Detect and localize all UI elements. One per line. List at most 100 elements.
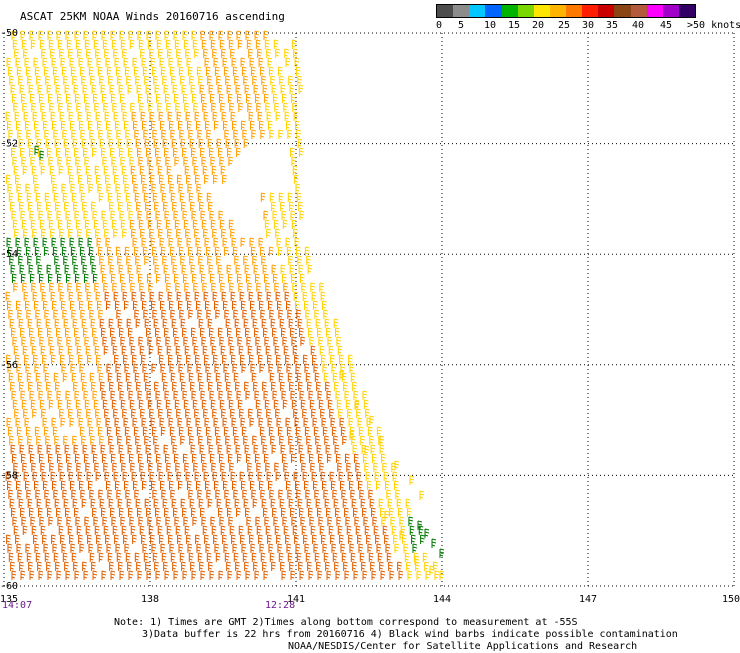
wind-barb — [251, 129, 256, 139]
wind-barb — [150, 534, 155, 544]
wind-barb — [276, 534, 281, 544]
wind-barb — [192, 399, 198, 409]
wind-barb — [429, 565, 435, 575]
wind-barb — [181, 84, 187, 94]
wind-barb — [247, 462, 252, 472]
wind-barb — [278, 309, 283, 319]
wind-barb — [113, 48, 118, 58]
wind-barb — [180, 435, 185, 445]
wind-barb — [220, 462, 225, 472]
wind-barb — [182, 93, 188, 103]
wind-barb — [289, 201, 294, 211]
wind-barb — [26, 129, 31, 139]
wind-barb — [326, 453, 332, 463]
wind-barb — [263, 93, 269, 103]
wind-barb — [112, 525, 118, 535]
wind-barb — [126, 498, 132, 508]
wind-barb — [112, 165, 118, 175]
wind-barb — [225, 75, 230, 85]
wind-barb — [227, 327, 232, 337]
wind-barb — [11, 453, 17, 463]
wind-barb — [26, 552, 32, 562]
wind-barb — [325, 561, 330, 571]
wind-barb — [128, 30, 134, 40]
wind-barb — [73, 444, 79, 454]
wind-barb — [191, 30, 197, 40]
wind-barb — [16, 66, 22, 76]
wind-barb — [378, 435, 383, 445]
wind-barb — [98, 372, 104, 382]
wind-barb — [25, 183, 31, 193]
wind-barb — [286, 246, 292, 256]
wind-barb — [85, 525, 91, 535]
wind-barb — [326, 327, 331, 337]
wind-barb — [439, 548, 445, 558]
wind-barb — [319, 282, 324, 292]
wind-barb — [158, 471, 164, 481]
wind-barb — [91, 201, 96, 211]
wind-barb — [340, 543, 346, 553]
wind-barb — [67, 525, 73, 535]
wind-barb — [56, 453, 62, 463]
wind-barb — [318, 399, 324, 409]
wind-barb — [157, 165, 163, 175]
wind-barb — [196, 300, 201, 310]
wind-barb — [94, 282, 99, 292]
wind-barb — [60, 237, 66, 247]
wind-barb — [107, 192, 113, 202]
wind-barb — [253, 84, 259, 94]
wind-barb — [59, 48, 64, 58]
wind-barb — [109, 444, 115, 454]
wind-barb — [53, 309, 58, 319]
wind-barb — [62, 129, 67, 139]
wind-barb — [195, 354, 200, 364]
wind-barb — [217, 264, 223, 274]
wind-barb — [213, 174, 218, 184]
wind-barb — [105, 174, 110, 184]
wind-barb — [352, 561, 357, 571]
tick-label: -54 — [0, 249, 18, 260]
wind-barb — [56, 327, 61, 337]
wind-barb — [74, 210, 80, 220]
wind-barb — [74, 390, 80, 400]
wind-barb — [56, 507, 61, 517]
wind-barb — [180, 75, 185, 85]
wind-barb — [14, 228, 19, 238]
wind-barb — [87, 534, 92, 544]
wind-barb — [238, 282, 243, 292]
wind-barb — [18, 138, 24, 148]
wind-barb — [41, 471, 47, 481]
wind-barb — [266, 48, 271, 58]
wind-barb — [241, 543, 247, 553]
wind-barb — [247, 345, 253, 355]
wind-barb — [163, 444, 169, 454]
wind-barb — [400, 525, 406, 535]
wind-barb — [125, 372, 131, 382]
wind-barb — [62, 309, 67, 319]
wind-barb — [14, 471, 20, 481]
wind-barb — [34, 363, 40, 373]
wind-barb — [176, 228, 181, 238]
wind-barb — [93, 399, 99, 409]
wind-barb — [344, 453, 350, 463]
wind-barb — [27, 138, 33, 148]
wind-barb — [107, 129, 112, 139]
wind-barb — [220, 345, 226, 355]
wind-barb — [283, 345, 289, 355]
wind-barb — [92, 453, 98, 463]
wind-barb — [122, 291, 128, 301]
wind-barb — [47, 390, 53, 400]
wind-barb — [107, 372, 113, 382]
wind-barb — [91, 264, 97, 274]
wind-barb — [250, 120, 255, 130]
wind-barb — [22, 102, 27, 112]
wind-barb — [173, 390, 179, 400]
wind-barb — [269, 489, 274, 499]
wind-barb — [277, 300, 282, 310]
wind-barb — [48, 219, 54, 229]
wind-barb — [232, 480, 237, 490]
wind-barb — [142, 246, 148, 256]
wind-barb — [271, 561, 276, 571]
wind-barb — [273, 219, 279, 229]
wind-barb — [264, 399, 270, 409]
